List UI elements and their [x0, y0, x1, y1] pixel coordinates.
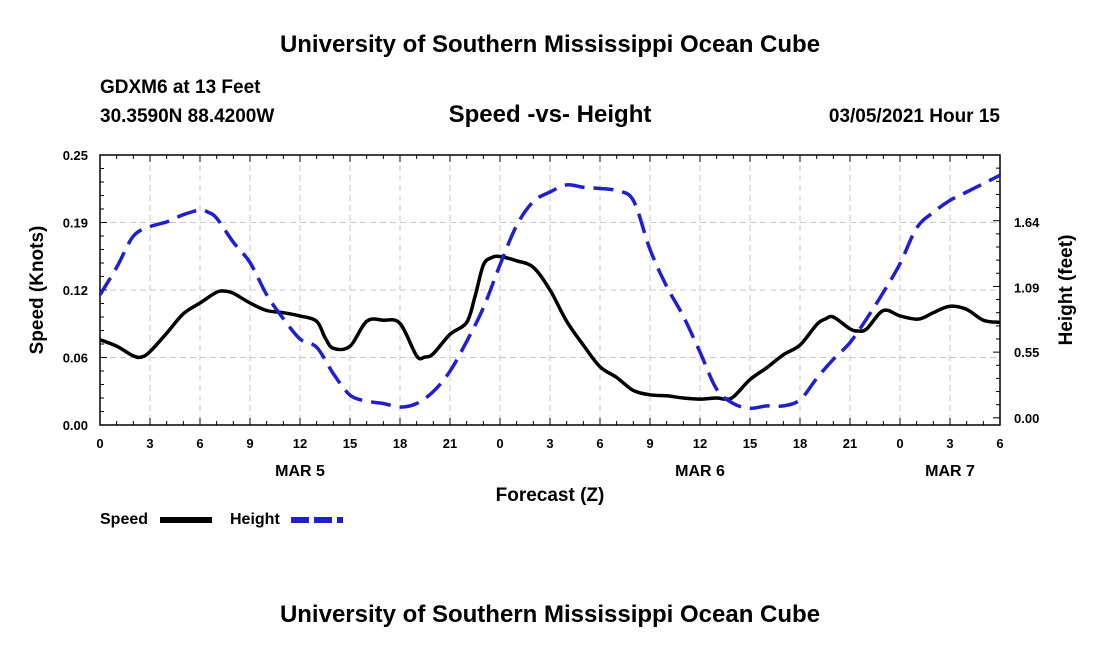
x-tick-label: 21: [443, 436, 457, 451]
date-label: MAR 6: [675, 463, 725, 480]
x-tick-label: 0: [896, 436, 903, 451]
x-tick-label: 0: [496, 436, 503, 451]
x-tick-label: 3: [946, 436, 953, 451]
x-tick-label: 3: [146, 436, 153, 451]
legend-label-height: Height: [230, 511, 280, 528]
chart-title: Speed -vs- Height: [448, 101, 652, 128]
y-right-tick-label: 1.64: [1014, 215, 1040, 230]
x-tick-label: 3: [546, 436, 553, 451]
x-axis-title: Forecast (Z): [496, 485, 605, 506]
x-tick-label: 12: [293, 436, 307, 451]
bottom-title: University of Southern Mississippi Ocean…: [279, 601, 821, 628]
y-left-tick-label: 0.06: [63, 351, 88, 366]
series-line-height: [98, 173, 1001, 411]
x-tick-label: 18: [793, 436, 807, 451]
date-label: 03/05/2021 Hour 15: [828, 106, 1000, 127]
y-right-tick-label: 0.00: [1014, 411, 1039, 426]
x-tick-label: 12: [693, 436, 707, 451]
x-tick-label: 15: [343, 436, 357, 451]
legend-label-speed: Speed: [100, 511, 148, 528]
y-left-tick-label: 0.19: [63, 216, 88, 231]
location-label: 30.3590N 88.4200W: [100, 106, 275, 127]
y-left-tick-label: 0.12: [63, 283, 88, 298]
x-tick-label: 18: [393, 436, 407, 451]
series-line-speed: [99, 254, 1001, 401]
y-right-axis-title: Height (feet): [1056, 235, 1077, 346]
x-tick-label: 0: [96, 436, 103, 451]
x-tick-label: 6: [596, 436, 603, 451]
date-label: MAR 5: [275, 463, 325, 480]
station-label: GDXM6 at 13 Feet: [100, 77, 261, 98]
top-title: University of Southern Mississippi Ocean…: [279, 31, 821, 58]
y-right-tick-label: 0.55: [1014, 345, 1039, 360]
x-tick-label: 9: [246, 436, 253, 451]
y-left-tick-label: 0.25: [63, 148, 88, 163]
x-tick-label: 9: [646, 436, 653, 451]
x-tick-label: 15: [743, 436, 757, 451]
x-tick-label: 6: [196, 436, 203, 451]
x-tick-label: 21: [843, 436, 857, 451]
y-left-tick-label: 0.00: [63, 418, 88, 433]
x-tick-label: 6: [996, 436, 1003, 451]
date-label: MAR 7: [925, 463, 975, 480]
y-left-axis-title: Speed (Knots): [27, 226, 48, 355]
y-right-tick-label: 1.09: [1014, 281, 1039, 296]
